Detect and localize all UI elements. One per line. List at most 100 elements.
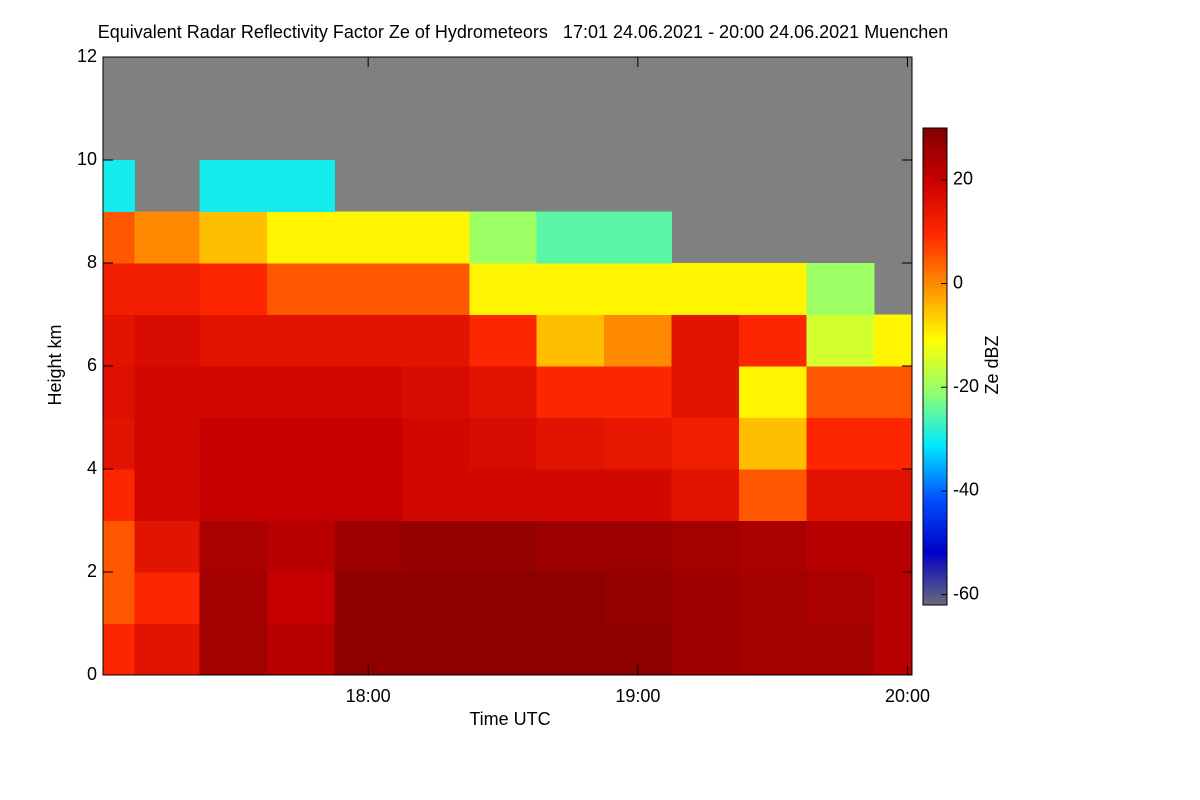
heatmap-cell bbox=[469, 314, 538, 367]
heatmap-cell bbox=[671, 314, 740, 367]
heatmap-cell bbox=[199, 520, 268, 573]
heatmap-cell bbox=[469, 417, 538, 470]
colorbar-tick-label: -40 bbox=[953, 480, 979, 500]
heatmap-cell bbox=[469, 520, 538, 573]
y-tick-label: 12 bbox=[77, 46, 97, 66]
heatmap-cell bbox=[873, 366, 913, 418]
heatmap-cell bbox=[199, 572, 268, 624]
y-tick-label: 2 bbox=[87, 561, 97, 581]
heatmap-cell bbox=[806, 469, 875, 521]
heatmap-cell bbox=[334, 417, 403, 470]
heatmap-cell bbox=[806, 366, 875, 418]
heatmap-cell bbox=[103, 469, 135, 521]
colorbar-tick-label: 20 bbox=[953, 169, 973, 189]
heatmap-cell bbox=[267, 520, 335, 573]
heatmap-cell bbox=[873, 623, 913, 676]
heatmap-cell bbox=[199, 417, 268, 470]
heatmap-cell bbox=[469, 623, 538, 676]
x-tick-label: 20:00 bbox=[885, 686, 930, 706]
heatmap-cell bbox=[103, 211, 135, 264]
heatmap-cell bbox=[134, 314, 201, 367]
heatmap-cell bbox=[103, 417, 135, 470]
heatmap-cell bbox=[806, 263, 875, 315]
heatmap-cell bbox=[401, 211, 470, 264]
heatmap-cell bbox=[199, 263, 268, 315]
colorbar-tick-label: -60 bbox=[953, 583, 979, 603]
heatmap-cell bbox=[604, 417, 673, 470]
heatmap-cell bbox=[873, 520, 913, 573]
heatmap-cell bbox=[738, 623, 807, 676]
heatmap-cell bbox=[134, 623, 201, 676]
heatmap-cell bbox=[469, 263, 538, 315]
heatmap-cell bbox=[267, 417, 335, 470]
heatmap-cell bbox=[401, 263, 470, 315]
heatmap-cell bbox=[604, 520, 673, 573]
heatmap-cell bbox=[738, 572, 807, 624]
heatmap-cell bbox=[134, 366, 201, 418]
heatmap-cell bbox=[671, 366, 740, 418]
heatmap-cell bbox=[469, 469, 538, 521]
heatmap-cell bbox=[469, 572, 538, 624]
y-tick-label: 10 bbox=[77, 149, 97, 169]
heatmap-cell bbox=[401, 520, 470, 573]
x-axis-label: Time UTC bbox=[469, 709, 550, 729]
heatmap-cell bbox=[469, 211, 538, 264]
heatmap-cell bbox=[671, 623, 740, 676]
heatmap-cell bbox=[134, 263, 201, 315]
heatmap-cell bbox=[103, 314, 135, 367]
heatmap-cell bbox=[334, 263, 403, 315]
heatmap-cell bbox=[604, 314, 673, 367]
heatmap-cell bbox=[134, 211, 201, 264]
heatmap-cell bbox=[604, 263, 673, 315]
heatmap-cell bbox=[873, 417, 913, 470]
heatmap-cell bbox=[267, 314, 335, 367]
y-tick-label: 8 bbox=[87, 252, 97, 272]
heatmap-cell bbox=[806, 623, 875, 676]
heatmap-cell bbox=[134, 520, 201, 573]
heatmap-cell bbox=[806, 314, 875, 367]
heatmap-cell bbox=[738, 314, 807, 367]
heatmap-cell bbox=[873, 572, 913, 624]
heatmap-cell bbox=[536, 572, 605, 624]
heatmap-cell bbox=[401, 314, 470, 367]
heatmap-cell bbox=[873, 314, 913, 367]
heatmap-cell bbox=[738, 469, 807, 521]
heatmap-cell bbox=[806, 520, 875, 573]
heatmap-cell bbox=[536, 623, 605, 676]
heatmap-cell bbox=[134, 572, 201, 624]
heatmap-cell bbox=[103, 520, 135, 573]
heatmap-cell bbox=[536, 366, 605, 418]
y-axis-label: Height km bbox=[45, 324, 65, 405]
heatmap-cells bbox=[103, 160, 913, 676]
heatmap-cell bbox=[199, 314, 268, 367]
heatmap-cell bbox=[536, 520, 605, 573]
heatmap-cell bbox=[671, 520, 740, 573]
heatmap-cell bbox=[267, 263, 335, 315]
heatmap-cell bbox=[103, 366, 135, 418]
chart-title: Equivalent Radar Reflectivity Factor Ze … bbox=[98, 22, 949, 42]
heatmap-cell bbox=[199, 469, 268, 521]
colorbar-label: Ze dBZ bbox=[982, 335, 1002, 394]
x-tick-label: 19:00 bbox=[615, 686, 660, 706]
heatmap-cell bbox=[536, 314, 605, 367]
heatmap-cell bbox=[103, 160, 135, 212]
heatmap-cell bbox=[134, 469, 201, 521]
colorbar-tick-label: -20 bbox=[953, 376, 979, 396]
heatmap-cell bbox=[671, 572, 740, 624]
heatmap-cell bbox=[199, 211, 268, 264]
heatmap-cell bbox=[401, 366, 470, 418]
heatmap-cell bbox=[536, 469, 605, 521]
heatmap-cell bbox=[267, 366, 335, 418]
heatmap-cell bbox=[199, 160, 268, 212]
heatmap-cell bbox=[604, 572, 673, 624]
heatmap-cell bbox=[401, 623, 470, 676]
heatmap-cell bbox=[401, 417, 470, 470]
heatmap-cell bbox=[738, 366, 807, 418]
heatmap-cell bbox=[536, 417, 605, 470]
heatmap-cell bbox=[103, 263, 135, 315]
heatmap-cell bbox=[334, 366, 403, 418]
heatmap-cell bbox=[806, 417, 875, 470]
heatmap-cell bbox=[604, 469, 673, 521]
